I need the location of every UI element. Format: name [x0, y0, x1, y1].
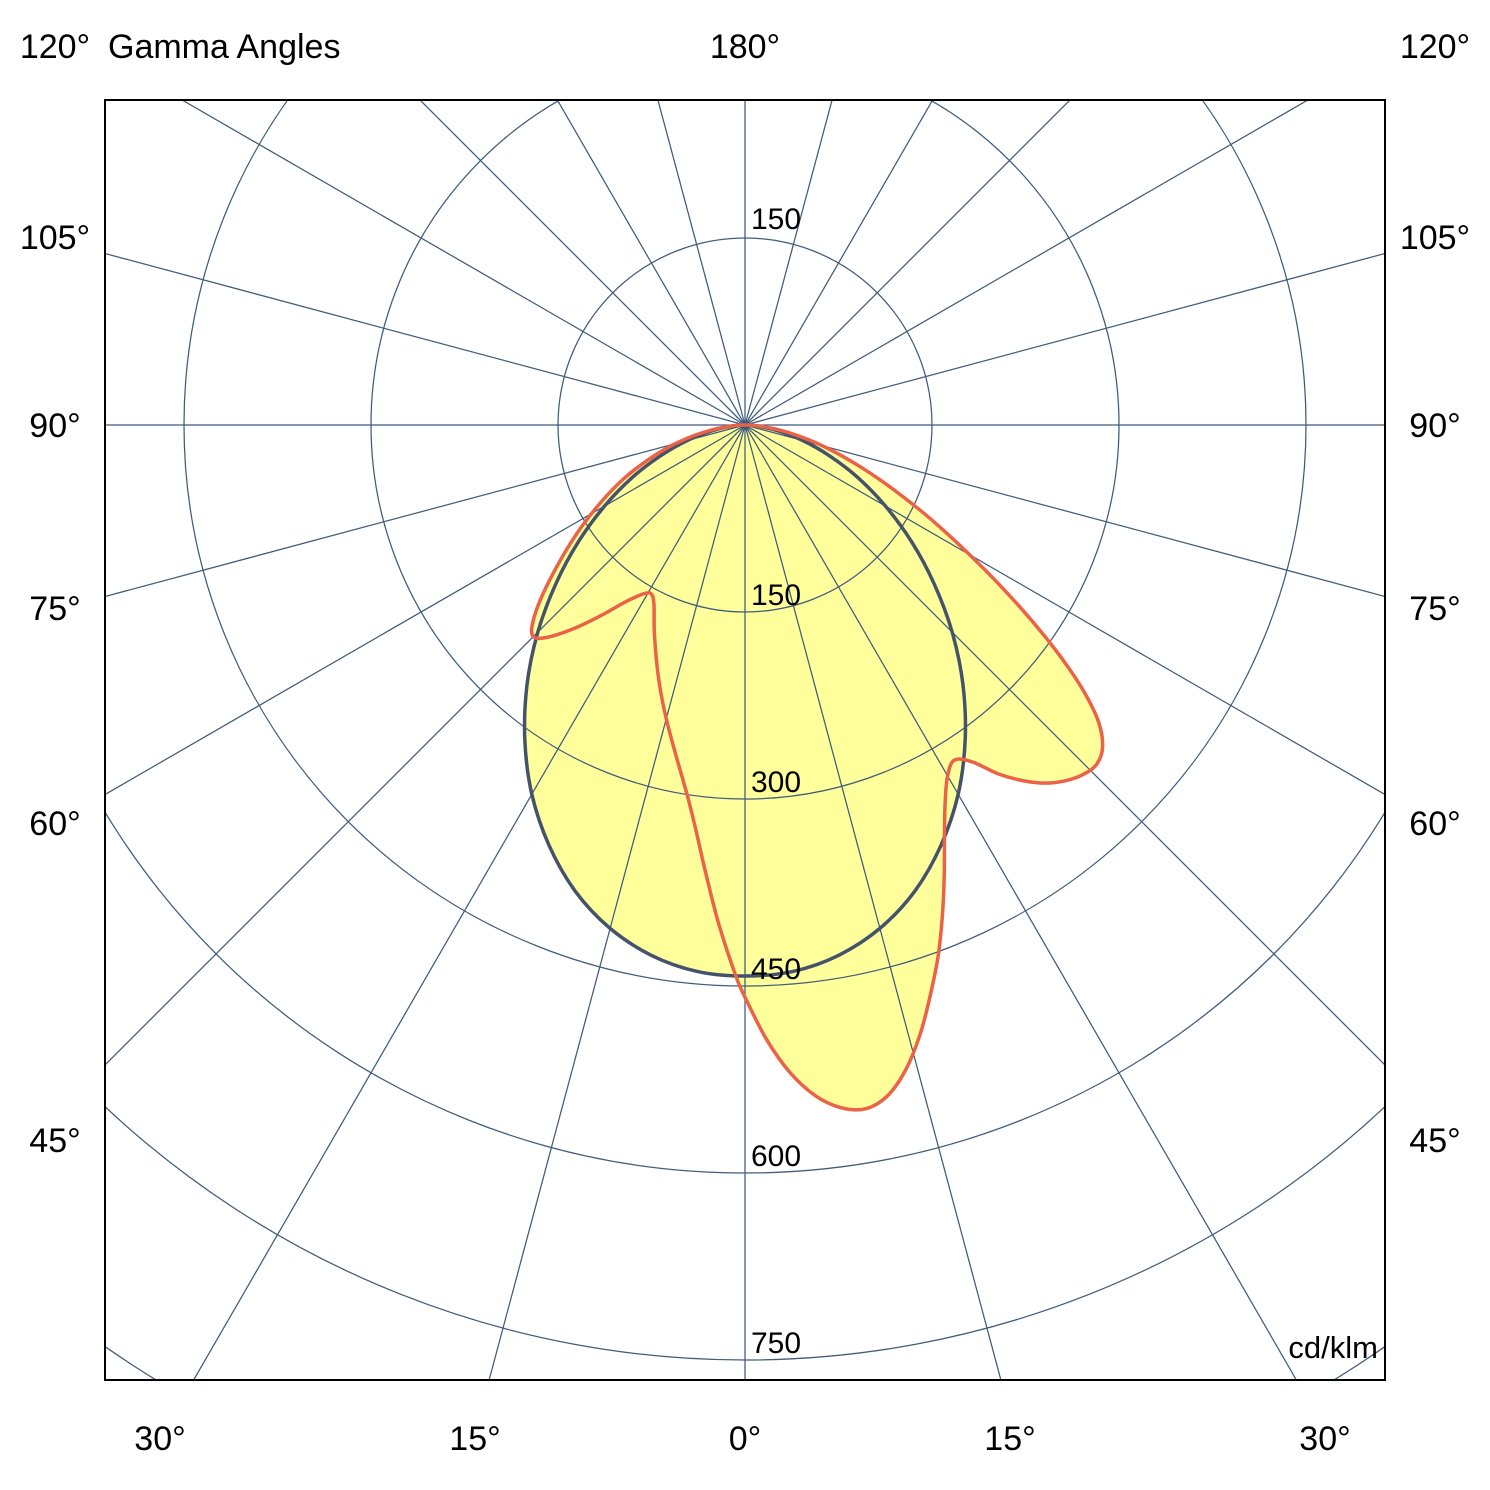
gamma-label-left: 75° — [29, 590, 80, 628]
grid-ray-105 — [744, 252, 1385, 426]
gamma-label-right: 75° — [1409, 590, 1460, 628]
radial-tick-label: 450 — [751, 953, 801, 986]
gamma-label-left: 105° — [20, 219, 90, 257]
gamma-label-bottom: 15° — [984, 1420, 1035, 1458]
gamma-label-right: 90° — [1409, 407, 1460, 445]
grid-ray-135 — [744, 100, 1071, 426]
gamma-label-right: 105° — [1400, 219, 1470, 257]
radial-tick-label: 150 — [751, 203, 801, 236]
gamma-label-right: 60° — [1409, 805, 1460, 843]
grid-ray-120 — [744, 100, 1310, 426]
gamma-label-top: 120° — [1400, 28, 1470, 66]
grid-ray-150 — [744, 100, 934, 426]
radial-tick-label: 750 — [751, 1327, 801, 1360]
grid-ray-30 — [744, 424, 1298, 1380]
grid-ray-195 — [657, 100, 746, 426]
gamma-label-bottom: 30° — [134, 1420, 185, 1458]
gamma-label-bottom: 30° — [1299, 1420, 1350, 1458]
grid-ray-330 — [192, 424, 746, 1380]
grid-ray-60 — [744, 424, 1385, 796]
gamma-label-left: 90° — [29, 407, 80, 445]
radial-tick-label: 300 — [751, 766, 801, 799]
grid-ray-345 — [488, 424, 746, 1380]
grid-ray-225 — [419, 100, 746, 426]
grid-ray-285 — [105, 424, 746, 598]
grid-ray-240 — [180, 100, 746, 426]
radial-tick-label: 150 — [751, 579, 801, 612]
gamma-label-top: 120° — [20, 28, 90, 66]
gamma-label-bottom: 0° — [729, 1420, 762, 1458]
series-layer — [522, 423, 1105, 1112]
plot-border — [104, 99, 1386, 1381]
radial-tick-label: 600 — [751, 1140, 801, 1173]
grid-ray-45 — [744, 424, 1385, 1066]
grid-ray-75 — [744, 424, 1385, 598]
grid-ray-15 — [744, 424, 1002, 1380]
gamma-label-left: 60° — [29, 805, 80, 843]
gamma-label-right: 45° — [1409, 1122, 1460, 1160]
gamma-label-left: 45° — [29, 1122, 80, 1160]
grid-ray-165 — [744, 100, 833, 426]
series-curve-plane-c0-c180 — [522, 423, 968, 978]
unit-label: cd/klm — [1288, 1330, 1378, 1365]
grid-ray-300 — [105, 424, 746, 796]
series-curve-plane-c90-c270 — [529, 423, 1105, 1112]
grid-ray-255 — [105, 252, 746, 426]
grid-ray-210 — [556, 100, 746, 426]
grid-ray-315 — [105, 424, 746, 1066]
series-fill-plane-c90-c270 — [531, 424, 1103, 1110]
gamma-label-bottom: 15° — [449, 1420, 500, 1458]
gamma-label-top: 180° — [710, 28, 780, 66]
labels-layer: 150 300 450 600 750 150 120° 180° 120° 105° 90° 75°… — [20, 28, 1470, 1458]
chart-title: Gamma Angles — [108, 28, 341, 66]
